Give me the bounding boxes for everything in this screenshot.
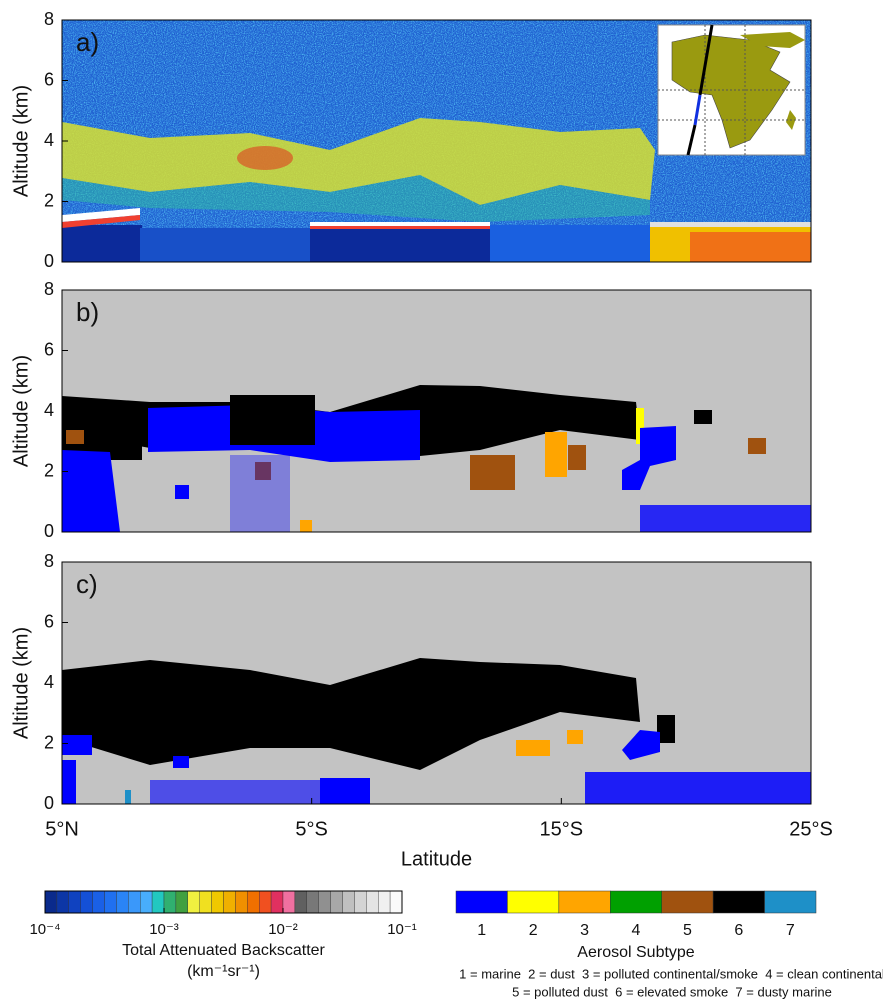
- colorbar-swatch: [282, 890, 296, 914]
- colorbar-tick-label: 10⁻⁴: [29, 921, 60, 938]
- colorbar-swatch: [92, 890, 105, 914]
- colorbar-swatch: [128, 890, 141, 914]
- panel-label: b): [76, 297, 99, 327]
- colorbar-swatch: [354, 890, 367, 914]
- subtype-note: 5 = polluted dust 6 = elevated smoke 7 =…: [512, 984, 832, 999]
- subtype-swatch: [507, 890, 560, 914]
- colorbar-swatch: [199, 890, 212, 914]
- subtype-curtain: [62, 562, 811, 804]
- subtype-swatch: [764, 890, 817, 914]
- subtype-label: 5: [683, 922, 692, 939]
- y-tick-label: 8: [44, 9, 54, 29]
- colorbar-swatch: [223, 890, 236, 914]
- colorbar-units: (km⁻¹sr⁻¹): [187, 963, 260, 980]
- colorbar-swatch: [104, 890, 117, 914]
- subtype-label: 3: [580, 922, 589, 939]
- colorbar-swatch: [116, 890, 129, 914]
- colorbar-swatch: [80, 890, 93, 914]
- colorbar-swatch: [68, 890, 81, 914]
- x-axis-label: Latitude: [401, 848, 472, 870]
- subtype-label: 2: [529, 922, 538, 939]
- x-tick-label: 15°S: [540, 818, 584, 840]
- x-tick-label: 25°S: [789, 818, 833, 840]
- y-tick-label: 2: [44, 732, 54, 752]
- colorbar-swatch: [294, 890, 307, 914]
- panel-label: c): [76, 569, 98, 599]
- y-tick-label: 8: [44, 551, 54, 571]
- colorbar-swatch: [211, 890, 224, 914]
- y-tick-label: 4: [44, 672, 54, 692]
- subtype-label: 1: [477, 922, 486, 939]
- inset-map: [657, 24, 806, 156]
- y-axis-label: Altitude (km): [10, 355, 32, 467]
- colorbar-swatch: [56, 890, 70, 914]
- x-tick-label: 5°N: [45, 818, 79, 840]
- subtype-label: 7: [786, 922, 795, 939]
- colorbar-swatch: [342, 890, 355, 914]
- subtype-swatch: [558, 890, 611, 914]
- y-tick-label: 0: [44, 793, 54, 813]
- colorbar-frame: [44, 890, 403, 914]
- x-tick-label: 5°S: [295, 818, 327, 840]
- colorbar-swatch: [318, 890, 331, 914]
- y-tick-label: 8: [44, 279, 54, 299]
- colorbar-swatch: [151, 890, 165, 914]
- y-tick-label: 2: [44, 460, 54, 480]
- subtype-label: 6: [734, 922, 743, 939]
- colorbar-swatch: [139, 890, 153, 914]
- colorbar-swatch: [330, 890, 343, 914]
- y-tick-label: 0: [44, 521, 54, 541]
- colorbar-swatch: [187, 890, 200, 914]
- colorbar-swatch: [389, 890, 403, 914]
- y-axis-label: Altitude (km): [10, 85, 32, 197]
- subtype-swatch: [712, 890, 765, 914]
- colorbar-swatch: [259, 890, 272, 914]
- colorbar-swatch: [378, 890, 391, 914]
- colorbar-swatch: [366, 890, 379, 914]
- subtype-swatch: [455, 890, 508, 914]
- y-tick-label: 2: [44, 190, 54, 210]
- subtype-swatch: [610, 890, 662, 914]
- colorbar-tick-label: 10⁻¹: [387, 921, 417, 938]
- colorbar-title: Aerosol Subtype: [577, 944, 695, 961]
- y-tick-label: 6: [44, 339, 54, 359]
- y-axis-label: Altitude (km): [10, 627, 32, 739]
- panel-label: a): [76, 27, 99, 57]
- colorbar-swatch: [270, 890, 284, 914]
- colorbar-swatch: [163, 890, 177, 914]
- colorbar-swatch: [44, 890, 58, 914]
- subtype-curtain: [62, 290, 811, 532]
- colorbar-tick-label: 10⁻³: [149, 921, 179, 938]
- colorbar-swatch: [247, 890, 260, 914]
- colorbar-title: Total Attenuated Backscatter: [122, 942, 325, 959]
- colorbar-swatch: [306, 890, 319, 914]
- y-tick-label: 4: [44, 400, 54, 420]
- y-tick-label: 6: [44, 69, 54, 89]
- subtype-note: 1 = marine 2 = dust 3 = polluted contine…: [459, 966, 883, 981]
- y-tick-label: 4: [44, 130, 54, 150]
- colorbar-swatch: [235, 890, 248, 914]
- subtype-swatch: [661, 890, 714, 914]
- y-tick-label: 6: [44, 611, 54, 631]
- colorbar-swatch: [175, 890, 188, 914]
- y-tick-label: 0: [44, 251, 54, 271]
- subtype-label: 4: [632, 922, 641, 939]
- colorbar-tick-label: 10⁻²: [268, 921, 298, 938]
